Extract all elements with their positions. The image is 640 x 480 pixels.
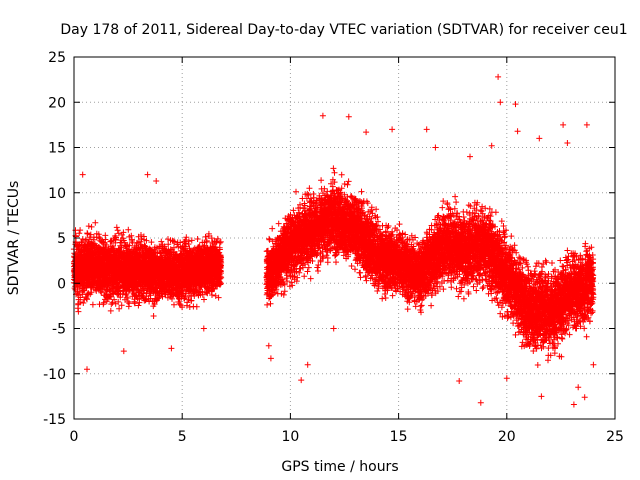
data-point bbox=[75, 308, 82, 315]
data-point bbox=[84, 230, 91, 237]
data-point bbox=[88, 223, 95, 230]
data-point bbox=[80, 300, 87, 306]
data-point bbox=[89, 301, 96, 308]
data-point bbox=[76, 230, 83, 237]
data-point bbox=[85, 223, 92, 230]
data-point bbox=[77, 227, 84, 234]
data-point bbox=[92, 219, 99, 226]
data-points bbox=[70, 73, 597, 408]
data-point bbox=[88, 289, 95, 296]
data-point bbox=[87, 231, 94, 238]
data-point bbox=[77, 294, 84, 301]
